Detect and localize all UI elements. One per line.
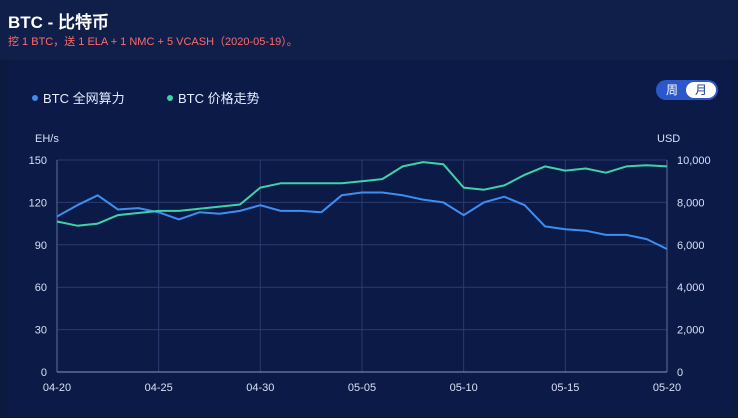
promo-notice: 挖 1 BTC，送 1 ELA + 1 NMC + 5 VCASH（2020-0… — [8, 36, 298, 48]
legend-price-label: BTC 价格走势 — [178, 91, 260, 106]
legend-price-dot — [167, 94, 173, 101]
page-header: BTC - 比特币 挖 1 BTC，送 1 ELA + 1 NMC + 5 VC… — [0, 0, 738, 60]
x-tick-label: 05-05 — [348, 382, 376, 394]
y-right-tick-label: 8,000 — [677, 197, 705, 209]
legend-price[interactable]: BTC 价格走势 — [167, 88, 260, 107]
y-left-tick-label: 30 — [35, 325, 47, 337]
y-left-tick-label: 90 — [35, 240, 47, 252]
y-right-tick-label: 0 — [677, 367, 683, 379]
y-left-tick-label: 120 — [29, 197, 47, 209]
x-tick-label: 04-30 — [246, 382, 274, 394]
x-tick-label: 04-20 — [43, 382, 71, 394]
page-title: BTC - 比特币 — [8, 13, 110, 32]
period-toggle[interactable]: 周 月 — [656, 80, 718, 100]
legend-hashrate-dot — [32, 94, 38, 101]
x-tick-label: 05-20 — [653, 382, 681, 394]
y-left-tick-label: 0 — [41, 367, 47, 379]
legend-hashrate[interactable]: BTC 全网算力 — [32, 88, 125, 107]
x-tick-label: 04-25 — [145, 382, 173, 394]
y-right-tick-label: 4,000 — [677, 282, 705, 294]
price-line — [56, 161, 668, 227]
y-right-tick-label: 10,000 — [677, 155, 711, 167]
y-left-tick-label: 60 — [35, 282, 47, 294]
y-left-unit: EH/s — [35, 133, 59, 145]
y-left-tick-label: 150 — [29, 155, 47, 167]
toggle-month[interactable]: 月 — [686, 82, 716, 98]
y-right-unit: USD — [657, 133, 680, 145]
x-tick-label: 05-15 — [551, 382, 579, 394]
chart-panel — [8, 62, 732, 414]
toggle-week[interactable]: 周 — [665, 83, 678, 97]
x-tick-label: 05-10 — [450, 382, 478, 394]
legend-hashrate-label: BTC 全网算力 — [43, 91, 125, 106]
hashrate-line — [56, 191, 668, 250]
y-right-tick-label: 6,000 — [677, 240, 705, 252]
y-right-tick-label: 2,000 — [677, 325, 705, 337]
